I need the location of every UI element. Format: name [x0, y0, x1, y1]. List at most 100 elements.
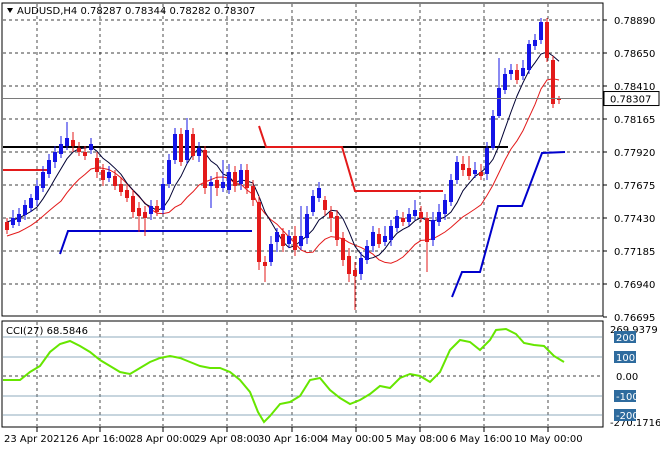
svg-text:200: 200: [616, 333, 635, 344]
candle: [125, 184, 129, 202]
candle: [53, 146, 57, 168]
candle: [551, 56, 555, 108]
candle: [521, 60, 525, 80]
price-tick-label: 0.77675: [614, 181, 655, 192]
cci-line: [3, 327, 565, 424]
candle: [503, 68, 507, 94]
cci-level-label: 100: [614, 351, 636, 364]
candle: [383, 226, 387, 246]
candle: [131, 190, 135, 218]
price-tick-label: 0.77430: [614, 214, 655, 225]
candle: [371, 226, 375, 252]
candle: [65, 122, 69, 150]
price-axis[interactable]: 0.78890 0.78650 0.78410 0.78165 0.77920 0.776…: [603, 16, 655, 324]
candle: [353, 262, 357, 310]
candle: [149, 200, 153, 220]
candle: [233, 166, 237, 192]
candle: [35, 180, 39, 206]
candle: [209, 176, 213, 208]
candle: [341, 232, 345, 266]
candle: [407, 208, 411, 226]
candle: [107, 166, 111, 182]
time-tick-label: 23 Apr 2021: [4, 434, 66, 445]
candle: [329, 206, 333, 232]
price-tick-label: 0.78650: [614, 49, 655, 60]
candle: [77, 142, 81, 156]
candle: [431, 212, 435, 246]
candle: [119, 178, 123, 196]
candle: [137, 202, 141, 232]
candle: [545, 18, 549, 62]
candle: [311, 190, 315, 216]
current-price-box: [603, 91, 660, 107]
cci-level-label: -200: [614, 409, 639, 422]
candle: [389, 220, 393, 246]
candle: [449, 174, 453, 206]
candle: [251, 180, 255, 206]
candle: [347, 248, 351, 282]
candle: [377, 228, 381, 248]
cci-level-label: -100: [614, 390, 639, 403]
candle: [281, 228, 285, 252]
price-tick-label: 0.78165: [614, 115, 655, 126]
time-tick-label: 5 May 08:00: [386, 434, 448, 445]
candle: [239, 164, 243, 190]
candle: [323, 196, 327, 216]
price-panel[interactable]: [1, 2, 604, 317]
price-tick-label: 0.77185: [614, 247, 655, 258]
candle: [203, 146, 207, 194]
price-tick-label: 0.77920: [614, 148, 655, 159]
candle: [497, 58, 501, 118]
candle: [59, 136, 63, 158]
candle: [41, 166, 45, 192]
price-tick-label: 0.78890: [614, 16, 655, 27]
candle: [269, 236, 273, 266]
candle: [215, 172, 219, 196]
candle: [485, 142, 489, 180]
candle: [419, 206, 423, 222]
price-tick-label: 0.76940: [614, 280, 655, 291]
price-tick-label: 0.76695: [614, 313, 655, 324]
candle: [509, 64, 513, 80]
candle: [191, 128, 195, 160]
price-grid: [3, 4, 602, 315]
cci-level-lines: [3, 336, 602, 416]
candle: [101, 164, 105, 186]
cci-level-label: 0.00: [616, 372, 638, 383]
candle: [515, 64, 519, 84]
candle: [365, 240, 369, 264]
candle: [299, 206, 303, 250]
candle: [167, 154, 171, 188]
time-tick-label: 30 Apr 16:00: [258, 434, 323, 445]
candle: [425, 212, 429, 272]
svg-text:0.00: 0.00: [616, 372, 638, 383]
candlesticks[interactable]: [5, 18, 561, 310]
candle: [491, 110, 495, 150]
candle: [257, 196, 261, 270]
candle: [359, 252, 363, 280]
price-tick-label: 0.78410: [614, 82, 655, 93]
candle: [221, 160, 225, 192]
cci-axis[interactable]: 200 100 0.00 -100 -200: [614, 331, 639, 422]
current-price-badge: 0.78307: [603, 91, 660, 107]
candle: [263, 256, 267, 282]
candle: [527, 40, 531, 74]
candle: [29, 194, 33, 212]
candle: [83, 146, 87, 160]
candle: [533, 34, 537, 50]
time-tick-label: 4 May 00:00: [322, 434, 384, 445]
candle: [461, 156, 465, 176]
candle: [17, 208, 21, 226]
candle: [413, 200, 417, 220]
candle: [179, 128, 183, 166]
triangle-down-icon[interactable]: [7, 8, 13, 13]
cci-panel[interactable]: [1, 320, 604, 428]
time-tick-label: 26 Apr 16:00: [66, 434, 131, 445]
candle: [455, 156, 459, 184]
candle: [287, 230, 291, 248]
candle: [71, 132, 75, 152]
candle: [143, 206, 147, 236]
candle: [467, 156, 471, 180]
